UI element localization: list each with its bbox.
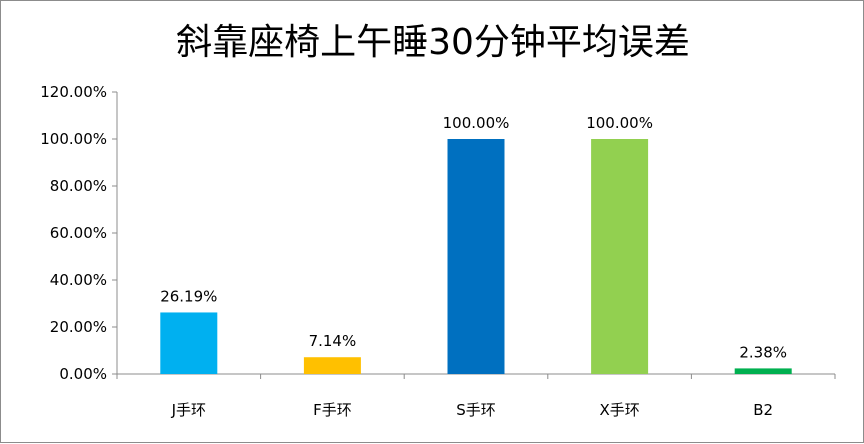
category-label: X手环 [599,401,639,419]
y-tick-label: 0.00% [59,365,107,383]
data-label: 7.14% [309,332,357,350]
bar [734,368,792,374]
data-label: 100.00% [443,114,510,132]
bar [303,357,361,374]
data-label: 26.19% [160,287,217,305]
category-label: S手环 [456,401,496,419]
y-tick-label: 80.00% [50,177,107,195]
data-label: 100.00% [586,114,653,132]
bar [447,139,505,374]
y-tick-label: 20.00% [50,318,107,336]
bar [591,139,649,374]
y-tick-label: 40.00% [50,271,107,289]
category-label: J手环 [171,401,206,419]
y-tick-label: 120.00% [40,83,107,101]
bar [160,312,218,374]
y-tick-label: 100.00% [40,130,107,148]
category-label: B2 [753,401,773,419]
y-tick-label: 60.00% [50,224,107,242]
chart-title: 斜靠座椅上午睡30分钟平均误差 [176,22,690,63]
category-label: F手环 [313,401,352,419]
data-label: 2.38% [739,343,787,361]
